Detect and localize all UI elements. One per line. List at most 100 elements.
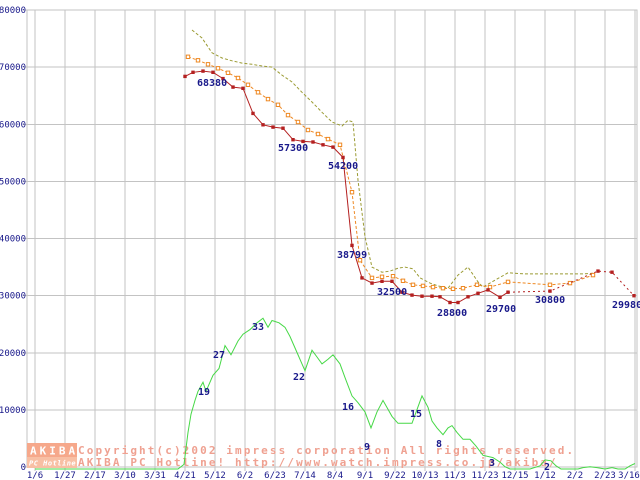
marker-lowest-price-red (321, 143, 325, 147)
series-shop-count-green (35, 317, 636, 470)
x-axis-tick-label: 2/2 (567, 471, 583, 480)
marker-average-price-dashed-orange (420, 283, 426, 289)
x-axis-tick-label: 6/23 (264, 471, 286, 480)
marker-average-price-dashed-orange (235, 75, 241, 81)
marker-average-price-dashed-orange (357, 258, 363, 263)
y-axis-tick-label: 20000 (0, 349, 26, 359)
akiba-logo-bottom-bg (27, 457, 77, 468)
marker-average-price-dashed-orange (547, 282, 553, 288)
shop-count-data-label: 8 (436, 439, 442, 450)
shop-count-data-label: 2 (544, 462, 550, 473)
copyright-line2: AKIBA PC Hotline! http://www.watch.impre… (78, 456, 558, 469)
marker-average-price-dashed-orange (450, 286, 456, 292)
x-axis-tick-label: 4/21 (174, 471, 196, 480)
marker-lowest-price-red (341, 155, 345, 160)
shop-count-data-label: 27 (213, 350, 225, 361)
marker-lowest-price-red (271, 125, 275, 129)
price-data-label: 29700 (486, 304, 516, 315)
marker-lowest-price-red (632, 294, 636, 298)
copyright-line1: Copyright(c)2002 impress corporation All… (78, 444, 575, 457)
shop-count-data-label: 16 (342, 402, 354, 413)
marker-lowest-price-red (360, 276, 364, 280)
marker-average-price-dashed-orange (410, 282, 416, 288)
marker-lowest-price-red (370, 281, 374, 285)
price-data-label: 54200 (328, 161, 358, 172)
marker-average-price-dashed-orange (369, 275, 375, 281)
marker-lowest-price-red (201, 69, 205, 73)
marker-lowest-price-red (430, 294, 434, 298)
marker-average-price-dashed-orange (205, 62, 211, 67)
y-axis-tick-label: 40000 (0, 235, 26, 245)
x-axis-tick-label: 9/1 (357, 471, 373, 480)
y-axis-tick-label: 0 (21, 463, 26, 473)
marker-lowest-price-red (400, 290, 404, 294)
marker-average-price-dashed-orange (215, 66, 221, 71)
price-data-label: 68380 (197, 78, 227, 89)
akiba-logo-top-bg (27, 443, 77, 457)
marker-lowest-price-red (251, 111, 255, 116)
grid-layer (23, 9, 638, 471)
y-axis-tick-label: 60000 (0, 120, 26, 130)
marker-lowest-price-red (498, 295, 502, 299)
shop-count-data-label: 19 (198, 387, 210, 398)
shop-count-data-label: 3 (489, 458, 495, 469)
marker-lowest-price-red (506, 290, 510, 294)
marker-lowest-price-red (420, 294, 424, 298)
marker-lowest-price-red (291, 138, 295, 142)
marker-lowest-price-red (548, 289, 552, 293)
marker-lowest-price-red (438, 295, 442, 299)
marker-average-price-dashed-orange (337, 142, 343, 148)
marker-average-price-dashed-orange (195, 58, 201, 63)
x-axis-tick-label: 11/23 (471, 471, 498, 480)
marker-average-price-dashed-orange (505, 279, 511, 285)
marker-average-price-dashed-orange (474, 282, 480, 288)
marker-lowest-price-red (191, 70, 195, 74)
price-data-label: 28800 (437, 308, 467, 319)
marker-average-price-dashed-orange (225, 70, 231, 75)
shop-count-data-label: 9 (364, 442, 370, 453)
marker-lowest-price-red (610, 270, 614, 274)
marker-lowest-price-red (221, 76, 225, 81)
marker-lowest-price-red (350, 243, 354, 248)
x-axis-tick-label: 3/10 (114, 471, 136, 480)
x-axis-tick-label: 8/4 (327, 471, 343, 480)
x-axis-tick-label: 10/13 (411, 471, 438, 480)
price-data-label: 38799 (337, 250, 367, 261)
x-axis-tick-label: 12/15 (501, 471, 528, 480)
marker-average-price-dashed-orange (265, 96, 271, 102)
marker-lowest-price-red (456, 300, 460, 305)
x-axis-tick-label: 5/12 (204, 471, 226, 480)
marker-lowest-price-red (331, 145, 335, 149)
akiba-watermark: AKIBA PC Hotline! Copyright(c)2002 impre… (27, 443, 575, 469)
price-data-label: 32500 (377, 287, 407, 298)
shop-count-data-label: 33 (252, 322, 264, 333)
marker-lowest-price-red (211, 70, 215, 74)
price-data-label: 30800 (535, 295, 565, 306)
marker-lowest-price-red (311, 140, 315, 144)
akiba-logo-text: AKIBA (30, 445, 78, 458)
x-axis-tick-label: 2/17 (84, 471, 106, 480)
marker-lowest-price-red (390, 279, 394, 283)
marker-average-price-dashed-orange (275, 102, 281, 107)
marker-average-price-dashed-orange (245, 82, 251, 87)
marker-lowest-price-red (301, 139, 305, 144)
shop-count-data-label: 22 (293, 372, 305, 383)
marker-lowest-price-red (448, 300, 452, 305)
marker-average-price-dashed-orange (315, 131, 321, 137)
marker-average-price-dashed-orange (285, 112, 291, 118)
marker-lowest-price-red (261, 123, 265, 127)
x-axis-tick-label: 1/27 (54, 471, 76, 480)
x-axis-tick-label: 6/2 (237, 471, 253, 480)
marker-lowest-price-red (596, 269, 600, 273)
y-axis-tick-label: 50000 (0, 177, 26, 187)
marker-lowest-price-red (476, 291, 480, 295)
marker-average-price-dashed-orange (590, 272, 596, 278)
marker-average-price-dashed-orange (460, 286, 466, 291)
price-data-label: 57300 (278, 143, 308, 154)
y-axis-tick-label: 10000 (0, 406, 26, 416)
x-axis-tick-label: 3/31 (144, 471, 166, 480)
marker-average-price-dashed-orange (295, 119, 301, 125)
y-axis-tick-label: 80000 (0, 6, 26, 16)
label-layer: 0 10000 20000 30000 40000 50000 60000 70000 8000… (0, 6, 640, 480)
